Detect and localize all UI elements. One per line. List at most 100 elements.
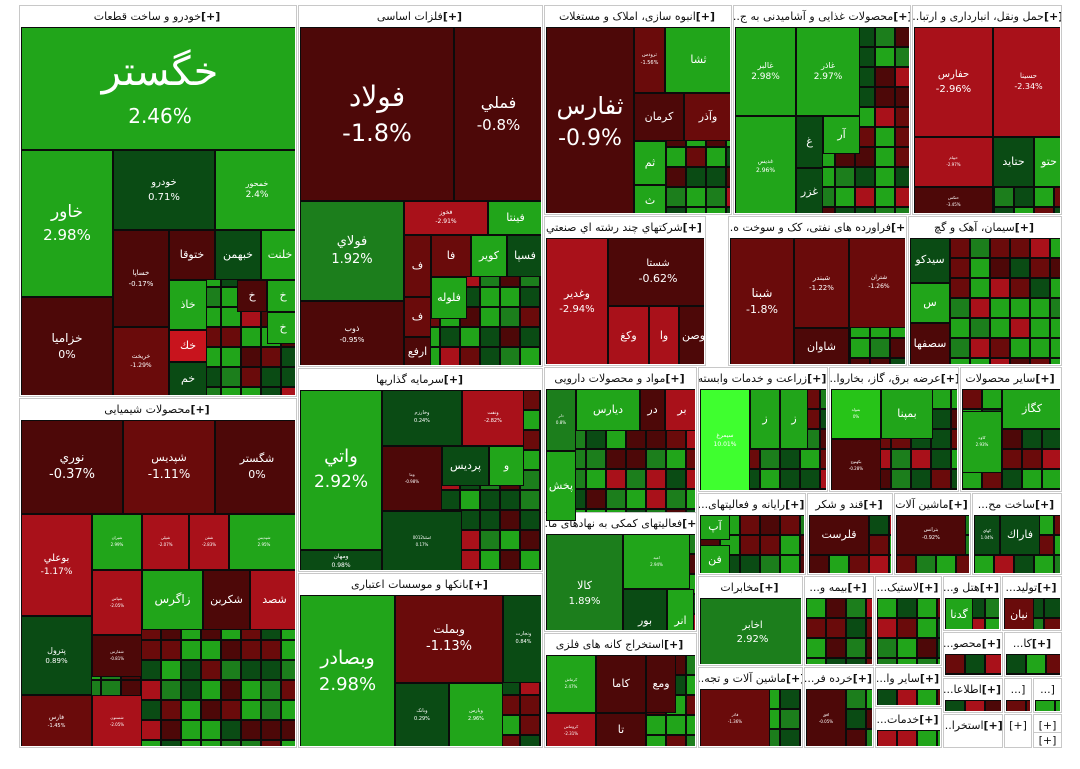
stock-tile-auto-4[interactable]: خمحور 2.4% bbox=[215, 150, 295, 230]
small-stock-tile[interactable] bbox=[877, 730, 897, 746]
sector-header-oil[interactable]: [+]فراورده های نفتی، کک و سوخت ه... bbox=[729, 217, 906, 237]
small-stock-tile[interactable] bbox=[1046, 674, 1060, 675]
small-stock-tile[interactable] bbox=[951, 489, 957, 490]
stock-tile-metal-6[interactable]: ف bbox=[404, 235, 431, 297]
small-stock-tile[interactable] bbox=[990, 238, 1010, 258]
small-stock-tile[interactable] bbox=[877, 689, 897, 705]
small-stock-tile[interactable] bbox=[480, 287, 500, 307]
expand-toggle[interactable]: [+] bbox=[190, 402, 210, 416]
stock-tile-build-1[interactable]: ثرودس -1.56% bbox=[634, 27, 665, 93]
sector-header-hotel[interactable]: [+] هتل و... bbox=[944, 577, 1000, 597]
small-stock-tile[interactable] bbox=[1010, 358, 1030, 364]
small-stock-tile[interactable] bbox=[994, 555, 1014, 573]
small-stock-tile[interactable] bbox=[1050, 258, 1060, 278]
small-stock-tile[interactable] bbox=[820, 449, 826, 469]
stock-tile-auto-14[interactable]: خم bbox=[169, 362, 207, 395]
small-stock-tile[interactable] bbox=[261, 700, 281, 720]
small-stock-tile[interactable] bbox=[945, 700, 965, 711]
sector-header-s5[interactable]: [+] bbox=[1034, 733, 1061, 747]
small-stock-tile[interactable] bbox=[1010, 278, 1030, 298]
stock-tile-invest-6[interactable]: و bbox=[489, 446, 524, 486]
small-stock-tile[interactable] bbox=[866, 689, 872, 709]
small-stock-tile[interactable] bbox=[500, 327, 520, 347]
expand-toggle[interactable]: [+] bbox=[893, 9, 910, 23]
small-stock-tile[interactable] bbox=[1030, 318, 1050, 338]
small-stock-tile[interactable] bbox=[835, 167, 855, 187]
small-stock-tile[interactable] bbox=[990, 358, 1010, 364]
small-stock-tile[interactable] bbox=[820, 429, 826, 449]
small-stock-tile[interactable] bbox=[806, 598, 826, 618]
small-stock-tile[interactable] bbox=[800, 489, 820, 490]
small-stock-tile[interactable] bbox=[917, 689, 937, 705]
small-stock-tile[interactable] bbox=[870, 338, 890, 358]
stock-tile-oil-1[interactable]: شبندر -1.22% bbox=[794, 238, 849, 328]
small-stock-tile[interactable] bbox=[281, 700, 295, 720]
stock-tile-other-0[interactable]: كگاز bbox=[1002, 389, 1060, 429]
small-stock-tile[interactable] bbox=[916, 555, 936, 573]
sector-header-food[interactable]: [+]محصولات غذایی و آشامیدنی به ج... bbox=[734, 6, 910, 26]
sector-header-agri[interactable]: [+] زراعت و خدمات وابسته bbox=[699, 368, 827, 388]
small-stock-tile[interactable] bbox=[540, 307, 541, 327]
small-stock-tile[interactable] bbox=[586, 429, 606, 449]
small-stock-tile[interactable] bbox=[846, 689, 866, 709]
small-stock-tile[interactable] bbox=[241, 720, 261, 740]
expand-toggle[interactable]: [+] bbox=[919, 580, 939, 594]
small-stock-tile[interactable] bbox=[1050, 318, 1060, 338]
small-stock-tile[interactable] bbox=[586, 449, 606, 469]
small-stock-tile[interactable] bbox=[897, 689, 917, 705]
stock-tile-auto-13[interactable]: خك bbox=[169, 330, 207, 362]
small-stock-tile[interactable] bbox=[951, 429, 957, 449]
small-stock-tile[interactable] bbox=[850, 358, 870, 364]
small-stock-tile[interactable] bbox=[221, 660, 241, 680]
expand-toggle[interactable]: [+] bbox=[948, 497, 968, 511]
small-stock-tile[interactable] bbox=[666, 735, 686, 746]
small-stock-tile[interactable] bbox=[970, 318, 990, 338]
small-stock-tile[interactable] bbox=[780, 449, 800, 469]
small-stock-tile[interactable] bbox=[1006, 700, 1026, 711]
small-stock-tile[interactable] bbox=[161, 680, 181, 700]
stock-tile-bank-4[interactable]: وپارس 2.96% bbox=[449, 683, 503, 746]
small-stock-tile[interactable] bbox=[586, 469, 606, 489]
stock-tile-support-1[interactable]: اميد 2.94% bbox=[623, 534, 690, 589]
small-stock-tile[interactable] bbox=[181, 720, 201, 740]
small-stock-tile[interactable] bbox=[820, 409, 826, 429]
stock-tile-metal-5[interactable]: فينتا bbox=[488, 201, 541, 235]
small-stock-tile[interactable] bbox=[911, 449, 931, 469]
sector-header-machine[interactable]: [+] ماشین آلات bbox=[895, 494, 970, 514]
stock-tile-metalmine-2[interactable]: ومع bbox=[646, 655, 676, 713]
small-stock-tile[interactable] bbox=[965, 654, 985, 674]
stock-tile-metalmine-0[interactable]: كرماش 2.47% bbox=[546, 655, 596, 713]
small-stock-tile[interactable] bbox=[990, 338, 1010, 358]
small-stock-tile[interactable] bbox=[897, 658, 917, 664]
small-stock-tile[interactable] bbox=[540, 410, 541, 430]
small-stock-tile[interactable] bbox=[780, 709, 800, 729]
small-stock-tile[interactable] bbox=[950, 238, 970, 258]
small-stock-tile[interactable] bbox=[500, 550, 520, 570]
sector-header-bank[interactable]: [+] بانکها و موسسات اعتباری bbox=[299, 574, 542, 594]
stock-tile-auto-8[interactable]: خلنت bbox=[261, 230, 295, 280]
small-stock-tile[interactable] bbox=[982, 389, 1002, 409]
expand-toggle[interactable]: [+] bbox=[981, 636, 1001, 650]
small-stock-tile[interactable] bbox=[161, 700, 181, 720]
small-stock-tile[interactable] bbox=[962, 489, 982, 490]
small-stock-tile[interactable] bbox=[241, 367, 261, 387]
small-stock-tile[interactable] bbox=[780, 535, 800, 555]
stock-tile-chem-10[interactable]: زاگرس bbox=[142, 570, 203, 630]
stock-tile-prod-0[interactable]: نيان bbox=[1004, 598, 1034, 629]
small-stock-tile[interactable] bbox=[1042, 489, 1060, 490]
stock-tile-auto-3[interactable]: خودرو 0.71% bbox=[113, 150, 215, 230]
small-stock-tile[interactable] bbox=[974, 555, 994, 573]
small-stock-tile[interactable] bbox=[875, 167, 895, 187]
small-stock-tile[interactable] bbox=[875, 107, 895, 127]
stock-tile-cement-0[interactable]: سيدكو bbox=[910, 238, 950, 283]
small-stock-tile[interactable] bbox=[540, 390, 541, 410]
small-stock-tile[interactable] bbox=[1044, 618, 1060, 629]
small-stock-tile[interactable] bbox=[1022, 469, 1042, 489]
small-stock-tile[interactable] bbox=[846, 598, 866, 618]
small-stock-tile[interactable] bbox=[849, 555, 869, 573]
expand-toggle[interactable]: [+] bbox=[682, 516, 696, 530]
small-stock-tile[interactable] bbox=[846, 729, 866, 746]
small-stock-tile[interactable] bbox=[956, 555, 969, 573]
small-stock-tile[interactable] bbox=[820, 389, 826, 409]
small-stock-tile[interactable] bbox=[877, 598, 897, 618]
